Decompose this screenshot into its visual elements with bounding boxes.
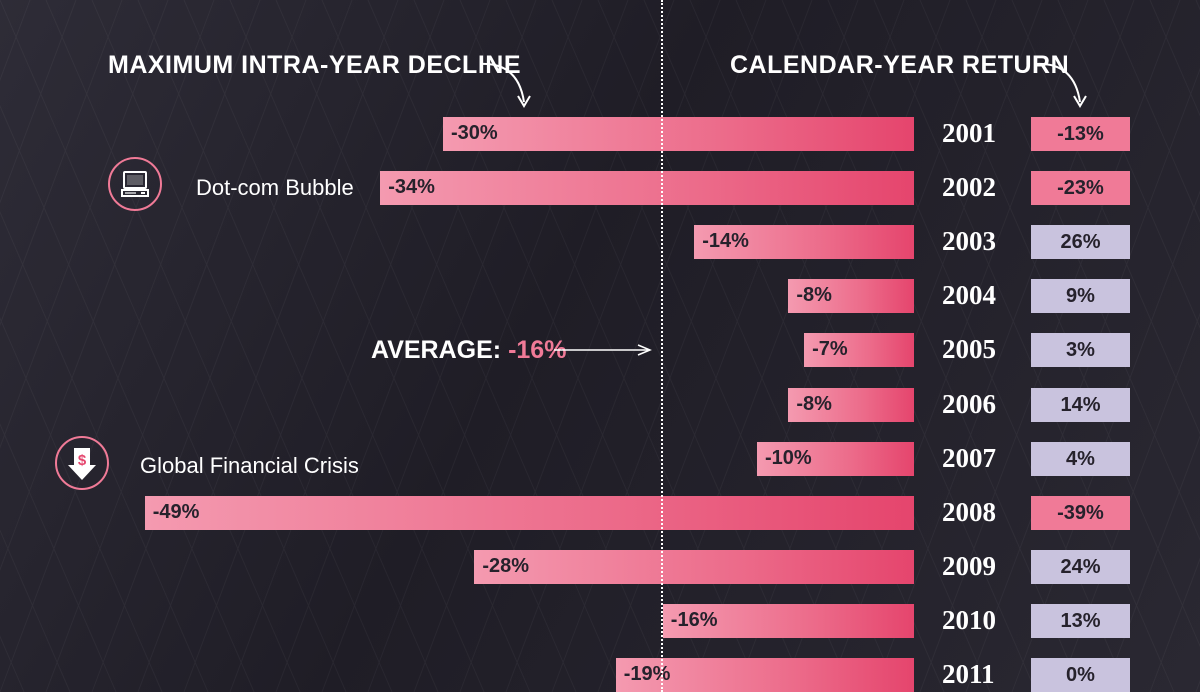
decline-bar-2009: -28%	[474, 549, 914, 584]
return-badge-2006: 14%	[1031, 387, 1130, 422]
return-badge-2010: 13%	[1031, 603, 1130, 638]
decline-value-label: -8%	[796, 392, 832, 415]
decline-value-label: -19%	[623, 663, 671, 685]
decline-value-label: -8%	[796, 284, 832, 307]
year-label-2008: 2008	[942, 496, 996, 527]
return-badge-2003: 26%	[1031, 225, 1130, 260]
decline-value-label: -30%	[451, 122, 498, 144]
decline-value-label: -10%	[765, 446, 812, 469]
dollar-down-arrow-icon: $	[55, 436, 109, 490]
decline-value-label: -49%	[152, 500, 200, 523]
year-label-2003: 2003	[942, 226, 996, 257]
computer-icon	[108, 157, 162, 211]
decline-bar-2001: -30%	[443, 117, 914, 151]
decline-bar-2010: -16%	[662, 603, 914, 638]
decline-bar-2006: -8%	[788, 387, 914, 422]
decline-bar-2011: -19%	[615, 658, 914, 692]
svg-text:$: $	[78, 452, 87, 469]
year-label-2011: 2011	[942, 659, 995, 689]
year-label-2007: 2007	[942, 442, 996, 473]
decline-bar-2008: -49%	[144, 495, 914, 530]
average-label: AVERAGE:	[371, 336, 502, 364]
average-line	[661, 0, 663, 692]
global-financial-crisis-label: Global Financial Crisis	[140, 453, 359, 478]
year-label-2009: 2009	[942, 550, 996, 581]
arrow-right-icon	[554, 344, 652, 356]
return-header: CALENDAR-YEAR RETURN	[730, 51, 1070, 79]
return-badge-2008: -39%	[1031, 495, 1130, 530]
year-label-2005: 2005	[942, 334, 996, 365]
curved-arrow-icon	[479, 62, 531, 108]
decline-value-label: -16%	[670, 608, 718, 631]
return-badge-2005: 3%	[1031, 333, 1130, 368]
return-badge-2011: 0%	[1031, 658, 1130, 692]
decline-value-label: -34%	[388, 176, 435, 199]
average-annotation: AVERAGE: -16%	[371, 336, 566, 365]
decline-bar-2003: -14%	[694, 225, 914, 260]
year-label-2002: 2002	[942, 172, 996, 203]
dotcom-bubble-label: Dot-com Bubble	[196, 175, 354, 200]
decline-bar-2004: -8%	[788, 279, 914, 314]
decline-header: MAXIMUM INTRA-YEAR DECLINE	[108, 51, 521, 79]
decline-bar-2007: -10%	[757, 441, 914, 476]
year-label-2010: 2010	[942, 604, 996, 635]
decline-bar-2005: -7%	[804, 333, 914, 368]
return-badge-2004: 9%	[1031, 279, 1130, 314]
return-badge-2009: 24%	[1031, 549, 1130, 584]
decline-value-label: -14%	[702, 230, 749, 253]
decline-value-label: -7%	[812, 338, 848, 361]
year-label-2006: 2006	[942, 388, 996, 419]
curved-arrow-icon	[1035, 62, 1087, 108]
return-badge-2001: -13%	[1031, 117, 1130, 151]
year-label-2001: 2001	[942, 118, 996, 148]
decline-value-label: -28%	[482, 554, 530, 577]
return-badge-2002: -23%	[1031, 171, 1130, 206]
decline-bar-2002: -34%	[380, 171, 914, 206]
return-badge-2007: 4%	[1031, 441, 1130, 476]
year-label-2004: 2004	[942, 280, 996, 311]
